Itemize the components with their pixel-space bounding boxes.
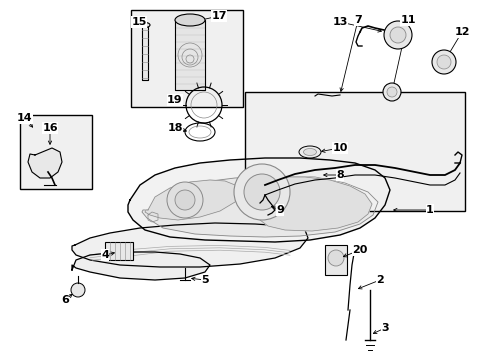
Circle shape xyxy=(382,83,400,101)
Circle shape xyxy=(244,174,280,210)
Bar xyxy=(20,115,92,189)
Polygon shape xyxy=(28,148,62,178)
Text: 20: 20 xyxy=(351,245,367,255)
Circle shape xyxy=(175,190,195,210)
Text: 19: 19 xyxy=(167,95,183,105)
Polygon shape xyxy=(145,180,240,220)
Text: 15: 15 xyxy=(131,17,146,27)
Text: 11: 11 xyxy=(400,15,415,25)
Circle shape xyxy=(436,55,450,69)
Text: 18: 18 xyxy=(167,123,183,133)
Text: 6: 6 xyxy=(61,295,69,305)
Circle shape xyxy=(386,87,396,97)
Circle shape xyxy=(327,250,343,266)
Bar xyxy=(244,92,464,211)
Text: 17: 17 xyxy=(211,11,226,21)
Polygon shape xyxy=(72,223,307,267)
Text: 2: 2 xyxy=(375,275,383,285)
Text: 5: 5 xyxy=(201,275,208,285)
Text: 10: 10 xyxy=(332,143,347,153)
Text: 9: 9 xyxy=(276,205,284,215)
Circle shape xyxy=(234,164,289,220)
Circle shape xyxy=(383,21,411,49)
Text: 13: 13 xyxy=(332,17,347,27)
Text: 16: 16 xyxy=(42,123,58,133)
Text: 4: 4 xyxy=(101,250,109,260)
Circle shape xyxy=(167,182,203,218)
Bar xyxy=(325,245,346,275)
Circle shape xyxy=(71,283,85,297)
Text: 8: 8 xyxy=(335,170,343,180)
Bar xyxy=(131,10,243,107)
Ellipse shape xyxy=(140,23,150,27)
Ellipse shape xyxy=(298,146,320,158)
Text: 7: 7 xyxy=(353,15,361,25)
Bar xyxy=(105,242,133,260)
Polygon shape xyxy=(175,20,204,90)
Ellipse shape xyxy=(175,14,204,26)
Polygon shape xyxy=(72,252,209,280)
Polygon shape xyxy=(258,177,371,231)
Circle shape xyxy=(431,50,455,74)
Circle shape xyxy=(389,27,405,43)
Polygon shape xyxy=(128,158,389,242)
Ellipse shape xyxy=(303,149,316,156)
Text: 1: 1 xyxy=(425,205,433,215)
Text: 3: 3 xyxy=(381,323,388,333)
Polygon shape xyxy=(142,176,377,237)
Text: 12: 12 xyxy=(453,27,469,37)
Text: 14: 14 xyxy=(17,113,33,123)
Polygon shape xyxy=(142,25,148,80)
